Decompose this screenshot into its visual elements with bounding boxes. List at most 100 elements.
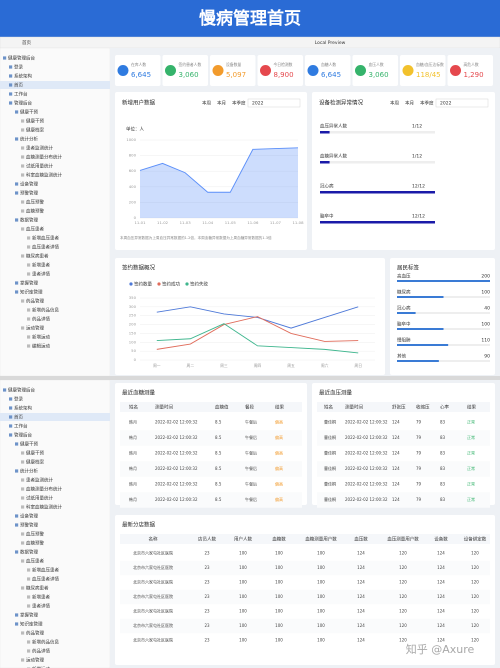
sidebar-item[interactable]: 药品详情 bbox=[32, 316, 50, 323]
sidebar-item[interactable]: 新增血压患者 bbox=[32, 567, 59, 574]
sidebar-item[interactable]: 知识库管理 bbox=[20, 621, 43, 628]
sidebar-item[interactable]: 系统架构 bbox=[14, 405, 32, 412]
sidebar-item[interactable]: 预警管理 bbox=[20, 190, 38, 197]
sidebar-item[interactable]: 药品管理 bbox=[26, 630, 44, 637]
tab[interactable]: 本周 bbox=[390, 100, 399, 107]
sidebar-item[interactable]: 新增运动 bbox=[32, 334, 50, 341]
table-cell: 曹佳桐 bbox=[324, 496, 336, 502]
sidebar-item[interactable]: 管理后台 bbox=[14, 100, 32, 107]
tab[interactable]: 本周 bbox=[202, 100, 211, 107]
sidebar-item[interactable]: 健康管理后台 bbox=[8, 55, 35, 62]
sidebar-item[interactable]: 统计分析 bbox=[20, 136, 38, 143]
sidebar-item[interactable]: 新增患者 bbox=[32, 594, 50, 601]
sidebar-item[interactable]: 健康管理后台 bbox=[8, 387, 35, 394]
sidebar-item[interactable]: 患者监测统计 bbox=[26, 477, 53, 484]
sidebar-item[interactable]: 健康档案 bbox=[26, 459, 44, 466]
column-header: 姓名 bbox=[324, 404, 333, 411]
bar bbox=[320, 131, 330, 134]
column-header: 餐段 bbox=[245, 404, 254, 411]
sidebar-item[interactable]: 管理后台 bbox=[14, 432, 32, 439]
sidebar-item[interactable]: 登录 bbox=[14, 396, 23, 403]
sidebar-item[interactable]: 编辑运动 bbox=[32, 343, 50, 350]
sidebar-item[interactable]: 血压预警 bbox=[26, 199, 44, 206]
tab[interactable]: 本季度 bbox=[420, 100, 434, 107]
x-tick-label: 周日 bbox=[354, 363, 362, 368]
stat-icon bbox=[165, 65, 176, 76]
sidebar-item[interactable]: 预警管理 bbox=[20, 522, 38, 529]
sidebar-item[interactable]: 统计分析 bbox=[20, 468, 38, 475]
sidebar-item[interactable]: 血糖测量分布统计 bbox=[26, 154, 62, 161]
table-cell: 午餐后 bbox=[245, 496, 257, 502]
sidebar-icon bbox=[9, 74, 13, 78]
sidebar-item[interactable]: 血糖预警 bbox=[26, 540, 44, 547]
sidebar-item[interactable]: 知识库管理 bbox=[20, 289, 43, 296]
sidebar-item[interactable]: 血压患者详情 bbox=[32, 244, 59, 251]
tab[interactable]: 本月 bbox=[217, 100, 226, 107]
sidebar-item[interactable]: 工作台 bbox=[14, 423, 28, 430]
sidebar-item[interactable]: 血糖测量分布统计 bbox=[26, 486, 62, 493]
sidebar-icon bbox=[15, 523, 19, 527]
sidebar-item[interactable]: 血压患者 bbox=[26, 226, 44, 233]
area-fill bbox=[140, 147, 298, 218]
sidebar-item[interactable]: 患者详情 bbox=[32, 271, 50, 278]
table-cell: 偏高 bbox=[275, 496, 283, 502]
sidebar-item[interactable]: 数据管理 bbox=[20, 217, 38, 224]
column-header: 用户人数 bbox=[234, 536, 252, 543]
sidebar-item[interactable]: 患者详情 bbox=[32, 603, 50, 610]
column-header: 血糖值 bbox=[215, 404, 229, 411]
sidebar-item[interactable]: 健康干预 bbox=[26, 118, 44, 125]
sidebar-item[interactable]: 系统架构 bbox=[14, 73, 32, 80]
sidebar-item[interactable]: 试纸用量统计 bbox=[26, 495, 53, 502]
sidebar-item[interactable]: 健康档案 bbox=[26, 127, 44, 134]
sidebar-item[interactable]: 新增血压患者 bbox=[32, 235, 59, 242]
sidebar-item[interactable]: 登录 bbox=[14, 64, 23, 71]
select[interactable] bbox=[247, 98, 301, 108]
sidebar-item[interactable]: 首页 bbox=[14, 414, 23, 421]
sidebar-item[interactable]: 试纸用量统计 bbox=[26, 163, 53, 170]
sidebar-item[interactable]: 健康干预 bbox=[20, 109, 38, 116]
sidebar-item[interactable]: 血压患者详情 bbox=[32, 576, 59, 583]
sidebar-item[interactable]: 新增药品信息 bbox=[32, 639, 59, 646]
sidebar-item[interactable]: 科室血糖监测统计 bbox=[26, 172, 62, 179]
row-bg bbox=[120, 589, 490, 605]
table-cell: 偏高 bbox=[275, 419, 283, 425]
sidebar-item[interactable]: 新增运动 bbox=[32, 666, 50, 668]
sidebar-item[interactable]: 掌握管理 bbox=[20, 280, 38, 287]
stat-label: 高危人数 bbox=[464, 62, 479, 67]
select[interactable] bbox=[435, 98, 489, 108]
tab[interactable]: 本季度 bbox=[232, 100, 246, 107]
tab[interactable]: 本月 bbox=[405, 100, 414, 107]
sidebar-item[interactable]: 掌握管理 bbox=[20, 612, 38, 619]
table-cell: 2022-02-02 12:00:32 bbox=[345, 420, 388, 425]
sidebar-item[interactable]: 数据管理 bbox=[20, 549, 38, 556]
sidebar-item[interactable]: 糖尿病患者 bbox=[26, 585, 49, 592]
sidebar-item[interactable]: 糖尿病患者 bbox=[26, 253, 49, 260]
sidebar-item[interactable]: 健康干预 bbox=[20, 441, 38, 448]
panel bbox=[162, 55, 208, 86]
sidebar-item[interactable]: 健康干预 bbox=[26, 450, 44, 457]
row-bg bbox=[317, 430, 490, 446]
sidebar-item[interactable]: 血压预警 bbox=[26, 531, 44, 538]
sidebar-item[interactable]: 设备管理 bbox=[20, 181, 38, 188]
sidebar-icon bbox=[15, 110, 19, 114]
sidebar-item[interactable]: 药品管理 bbox=[26, 298, 44, 305]
sidebar-item[interactable]: 药品详情 bbox=[32, 648, 50, 655]
select-value: 2022 bbox=[440, 101, 452, 107]
sidebar-item[interactable]: 运动管理 bbox=[26, 657, 44, 664]
sidebar-item[interactable]: 新增患者 bbox=[32, 262, 50, 269]
sidebar-item[interactable]: 科室血糖监测统计 bbox=[26, 504, 62, 511]
sidebar-item[interactable]: 新增药品信息 bbox=[32, 307, 59, 314]
sidebar-item[interactable]: 运动管理 bbox=[26, 325, 44, 332]
stat-label: 在库人数 bbox=[131, 62, 146, 67]
sidebar-icon bbox=[21, 478, 25, 482]
sidebar-item[interactable]: 工作台 bbox=[14, 91, 28, 98]
table-cell: 2022-02-02 12:00:32 bbox=[345, 435, 388, 440]
sidebar-item[interactable]: 血压患者 bbox=[26, 558, 44, 565]
stat-value: 1,290 bbox=[464, 71, 484, 79]
table-cell: 2022-02-02 12:00:32 bbox=[155, 451, 198, 456]
sidebar-item[interactable]: 首页 bbox=[14, 82, 23, 89]
sidebar-item[interactable]: 患者监测统计 bbox=[26, 145, 53, 152]
sidebar-item[interactable]: 血糖预警 bbox=[26, 208, 44, 215]
panel-title: 设备检测异常情况 bbox=[319, 99, 364, 107]
sidebar-item[interactable]: 设备管理 bbox=[20, 513, 38, 520]
